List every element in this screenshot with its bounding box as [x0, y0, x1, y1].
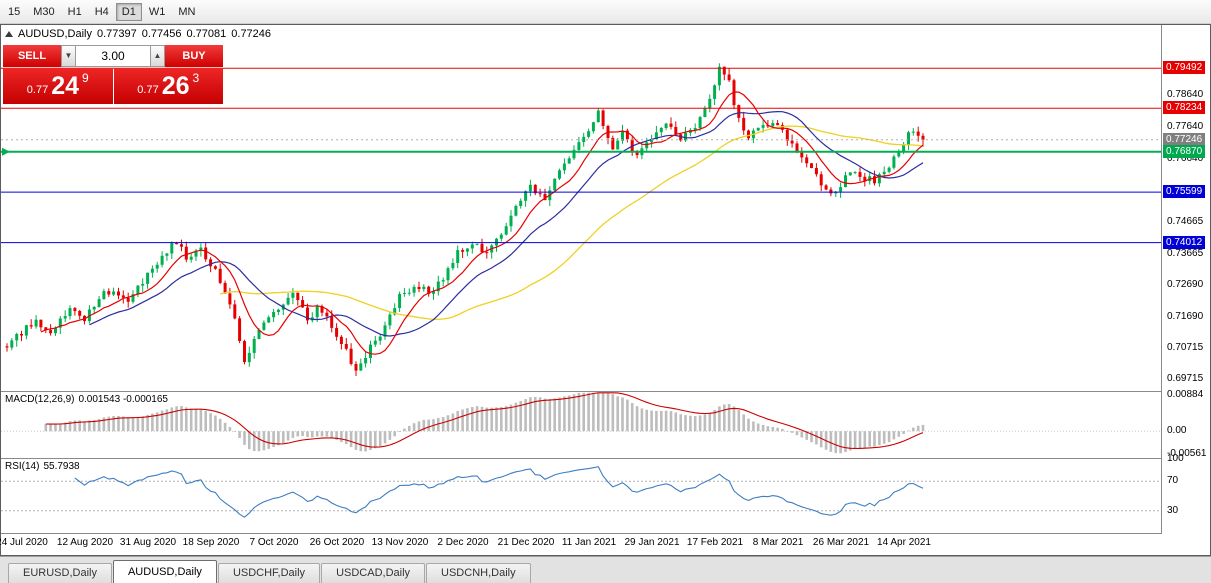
- date-label: 21 Dec 2020: [497, 537, 555, 548]
- date-label: 14 Apr 2021: [877, 537, 931, 548]
- symbol-label: AUDUSD,Daily: [18, 28, 92, 40]
- date-label: 7 Oct 2020: [249, 537, 299, 548]
- macd-name: MACD(12,26,9): [5, 394, 75, 405]
- sell-price-point: 9: [82, 71, 89, 85]
- date-label: 8 Mar 2021: [752, 537, 804, 548]
- timeframe-h1[interactable]: H1: [67, 5, 82, 18]
- pane-separator[interactable]: [1, 458, 1210, 459]
- rsi-label: RSI(14) 55.7938: [5, 461, 84, 472]
- date-label: 29 Jan 2021: [624, 537, 680, 548]
- rsi-chart[interactable]: [1, 459, 1161, 533]
- timeframe-w1[interactable]: W1: [148, 5, 166, 18]
- macd-label: MACD(12,26,9) 0.001543 -0.000165: [5, 394, 172, 405]
- timeframe-15[interactable]: 15: [8, 5, 21, 18]
- timeframe-h4[interactable]: H4: [94, 5, 109, 18]
- price-tick: 0.78640: [1167, 89, 1204, 100]
- macd-values: 0.001543 -0.000165: [78, 394, 168, 405]
- macd-tick: -0.00561: [1167, 448, 1207, 459]
- price-pane[interactable]: AUDUSD,Daily 0.77397 0.77456 0.77081 0.7…: [1, 25, 1161, 391]
- price-badge: 0.78234: [1163, 101, 1206, 114]
- price-tick: 0.71690: [1167, 311, 1204, 322]
- ohlc-high: 0.77456: [141, 28, 182, 40]
- price-badge: 0.75599: [1163, 185, 1206, 198]
- price-badge: 0.79492: [1163, 61, 1206, 74]
- timeframe-d1[interactable]: D1: [115, 2, 142, 21]
- volume-increase-icon[interactable]: ▲: [150, 45, 165, 67]
- price-tick: 0.77640: [1167, 121, 1204, 132]
- timeframe-m30[interactable]: M30: [33, 5, 55, 18]
- rsi-tick: 70: [1167, 475, 1179, 486]
- rsi-svg[interactable]: [1, 459, 1161, 533]
- price-tick: 0.72690: [1167, 279, 1204, 290]
- date-label: 2 Dec 2020: [437, 537, 489, 548]
- price-svg[interactable]: [1, 25, 1161, 391]
- timeframe-mn[interactable]: MN: [178, 5, 196, 18]
- time-axis[interactable]: 24 Jul 2020 12 Aug 2020 31 Aug 2020 18 Sep …: [0, 534, 1210, 553]
- price-tick: 0.73665: [1167, 248, 1204, 259]
- date-label: 11 Jan 2021: [561, 537, 617, 548]
- volume-decrease-icon[interactable]: ▼: [61, 45, 76, 67]
- macd-pane[interactable]: MACD(12,26,9) 0.001543 -0.000165: [1, 392, 1161, 458]
- chart-tabs-bar: EURUSD,Daily AUDUSD,Daily USDCHF,Daily USDC…: [0, 556, 1211, 583]
- one-click-collapse-icon[interactable]: [5, 31, 13, 37]
- macd-tick: 0.00884: [1167, 389, 1204, 400]
- date-label: 24 Jul 2020: [0, 537, 48, 548]
- date-label: 18 Sep 2020: [182, 537, 240, 548]
- rsi-name: RSI(14): [5, 461, 40, 472]
- one-click-trading-panel: SELL ▼ ▲ BUY 0.77 24 9 0.77: [3, 45, 223, 104]
- sell-price-pips: 24: [51, 71, 80, 100]
- date-label: 26 Oct 2020: [309, 537, 365, 548]
- tab-audusd-daily[interactable]: AUDUSD,Daily: [112, 560, 217, 583]
- tab-eurusd-daily[interactable]: EURUSD,Daily: [8, 563, 112, 583]
- rsi-value: 55.7938: [43, 461, 80, 472]
- macd-tick: 0.00: [1167, 425, 1187, 436]
- ohlc-low: 0.77081: [186, 28, 227, 40]
- tab-usdcad-daily[interactable]: USDCAD,Daily: [321, 563, 426, 583]
- price-badge: 0.76870: [1163, 145, 1206, 158]
- date-label: 17 Feb 2021: [686, 537, 744, 548]
- timeframe-toolbar: 15 M30 H1 H4 D1 W1 MN: [0, 0, 1211, 24]
- buy-price-pips: 26: [161, 71, 190, 100]
- pane-separator[interactable]: [1, 391, 1210, 392]
- rsi-tick: 30: [1167, 505, 1179, 516]
- macd-svg[interactable]: [1, 392, 1161, 458]
- sell-price-button[interactable]: 0.77 24 9: [3, 68, 113, 104]
- tab-usdchf-daily[interactable]: USDCHF,Daily: [217, 563, 321, 583]
- price-badge: 0.74012: [1163, 236, 1206, 249]
- chart-plot-area[interactable]: AUDUSD,Daily 0.77397 0.77456 0.77081 0.7…: [1, 25, 1161, 553]
- sell-button[interactable]: SELL: [3, 45, 61, 67]
- buy-price-base: 0.77: [137, 84, 159, 96]
- rsi-tick: 100: [1167, 453, 1184, 464]
- price-tick: 0.70715: [1167, 342, 1204, 353]
- buy-button[interactable]: BUY: [165, 45, 223, 67]
- tab-usdcnh-daily[interactable]: USDCNH,Daily: [426, 563, 531, 583]
- ohlc-close: 0.77246: [231, 28, 272, 40]
- volume-input[interactable]: [76, 45, 150, 67]
- chart-title: AUDUSD,Daily 0.77397 0.77456 0.77081 0.7…: [5, 28, 271, 40]
- price-axis[interactable]: 0.78640 0.77640 0.76640 0.74665 0.73665 0.726…: [1161, 25, 1210, 553]
- price-tick: 0.74665: [1167, 216, 1204, 227]
- candlestick-chart[interactable]: [1, 25, 1161, 391]
- chart-window: AUDUSD,Daily 0.77397 0.77456 0.77081 0.7…: [0, 24, 1211, 556]
- pane-separator: [1, 533, 1210, 534]
- date-label: 12 Aug 2020: [56, 537, 114, 548]
- macd-chart[interactable]: [1, 392, 1161, 458]
- buy-price-point: 3: [192, 71, 200, 85]
- sell-price-base: 0.77: [26, 84, 49, 96]
- date-label: 26 Mar 2021: [812, 537, 870, 548]
- date-label: 13 Nov 2020: [371, 537, 429, 548]
- rsi-pane[interactable]: RSI(14) 55.7938: [1, 459, 1161, 533]
- date-label: 31 Aug 2020: [119, 537, 177, 548]
- ohlc-open: 0.77397: [96, 28, 137, 40]
- price-tick: 0.76640: [1167, 153, 1204, 164]
- price-badge: 0.77246: [1163, 133, 1206, 146]
- buy-price-button[interactable]: 0.77 26 3: [113, 68, 223, 104]
- price-tick: 0.69715: [1167, 373, 1204, 384]
